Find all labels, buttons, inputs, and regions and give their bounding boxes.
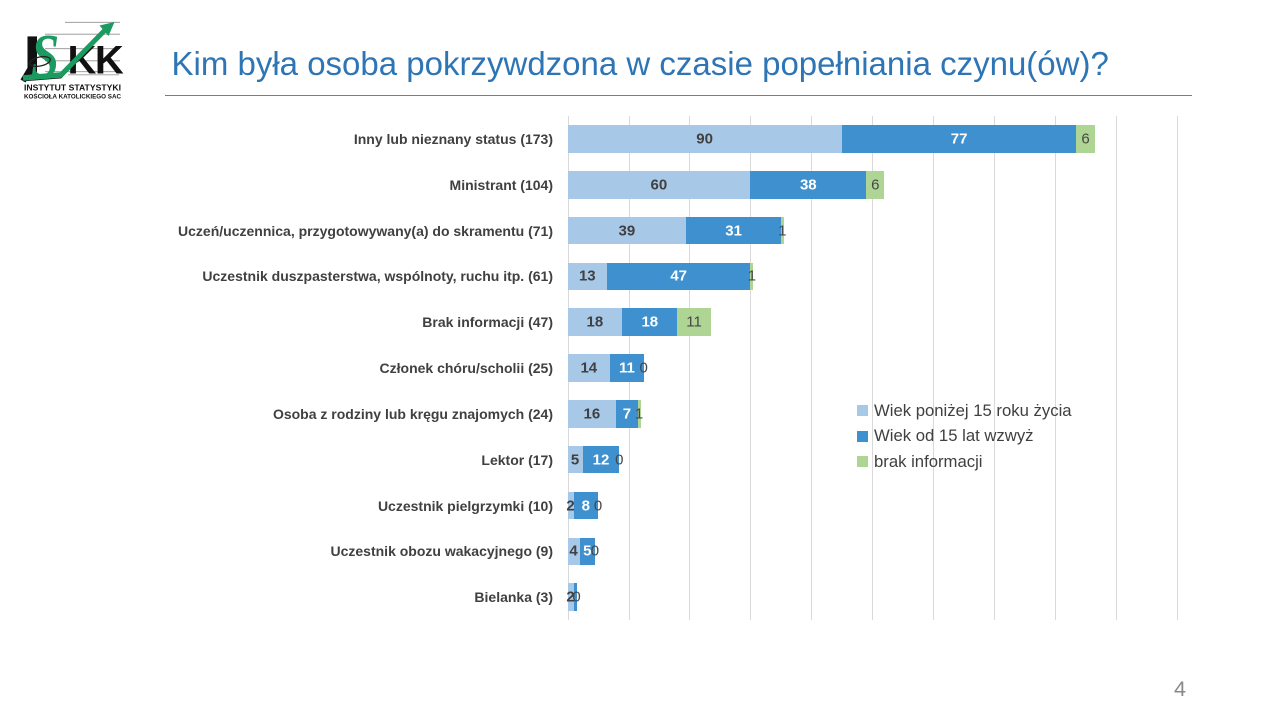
svg-text:KOŚCIOŁA KATOLICKIEGO SAC: KOŚCIOŁA KATOLICKIEGO SAC bbox=[24, 93, 122, 100]
svg-text:INSTYTUT STATYSTYKI: INSTYTUT STATYSTYKI bbox=[24, 82, 121, 92]
